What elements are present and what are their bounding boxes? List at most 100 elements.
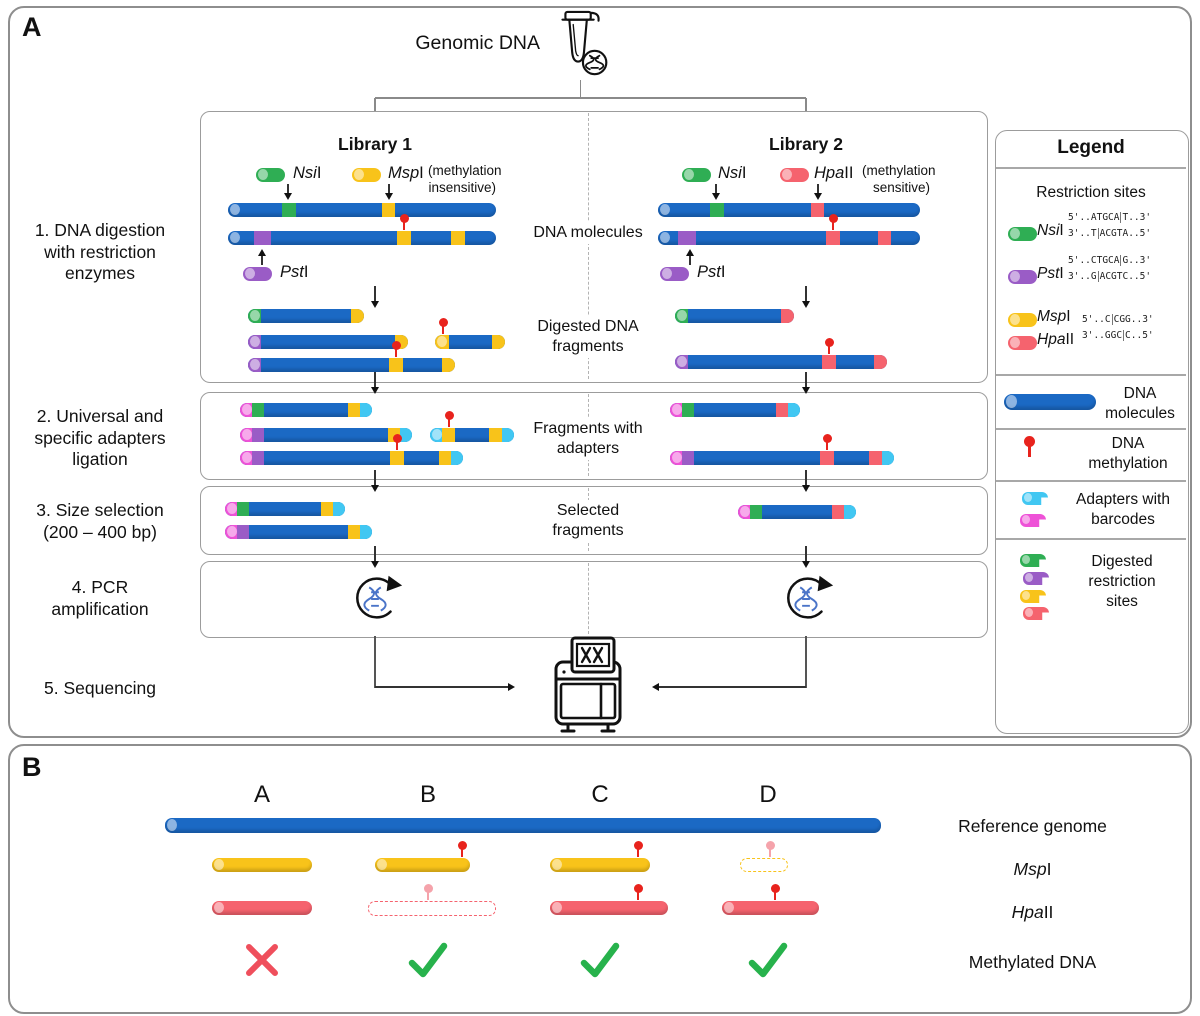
branch-horizontal-line <box>375 97 806 99</box>
hpall-note: (methylation sensitive) <box>862 163 936 195</box>
nsil-pill-lib2 <box>682 168 711 182</box>
methylated-dna-label: Methylated DNA <box>968 952 1097 972</box>
check-icon <box>578 938 622 982</box>
hpall-fragment-a <box>212 901 312 915</box>
step1-label: 1. DNA digestion with restriction enzyme… <box>34 220 166 283</box>
stage-label-digested: Digested DNA fragments <box>529 316 647 358</box>
library1-title: Library 1 <box>338 134 412 154</box>
flow-arrow <box>370 546 380 568</box>
dna-fragment <box>248 309 364 323</box>
divider-step4 <box>588 563 589 634</box>
dna-molecule <box>658 231 920 245</box>
library2-title: Library 2 <box>769 134 843 154</box>
hpall-label-lib2: HpaII <box>814 164 854 182</box>
legend-divider <box>996 167 1186 169</box>
stage-label-selected: Selected fragments <box>544 500 632 542</box>
panel-a-tag: A <box>22 12 42 42</box>
pcr-cycle-icon <box>345 568 405 630</box>
methylation-pin-icon <box>633 841 644 857</box>
genomic-dna-label: Genomic DNA <box>415 32 540 54</box>
adapter-fragment <box>430 428 514 442</box>
methylation-pin-icon <box>444 411 455 427</box>
legend-mspl-swatch <box>1008 313 1037 327</box>
methylation-pin-icon <box>391 341 402 357</box>
nsil-label-lib2: NsiI <box>718 164 747 182</box>
methylation-pin-icon <box>457 841 468 857</box>
flow-arrow <box>801 470 811 492</box>
legend-restriction-title: Restriction sites <box>1036 184 1146 201</box>
pcr-cycle-icon <box>776 568 836 630</box>
legend-digested-label: Digested restriction sites <box>1088 553 1156 610</box>
check-icon <box>746 938 790 982</box>
selected-fragment <box>225 502 345 516</box>
flow-arrow <box>801 372 811 394</box>
legend-dna-molecules-label: DNA molecules <box>1105 385 1175 422</box>
flow-arrow <box>370 372 380 394</box>
selected-fragment <box>738 505 856 519</box>
digestion-arrow-lib2 <box>801 286 811 308</box>
nsil-label-lib1: NsiI <box>293 164 322 182</box>
methylation-pin-icon <box>770 884 781 900</box>
legend-nsil-label: NsiI <box>1037 222 1064 239</box>
hpall-pill-lib2 <box>780 168 809 182</box>
legend-pstl-swatch <box>1008 270 1037 284</box>
mspl-fragment-d-absent <box>740 858 788 872</box>
cross-icon <box>240 938 284 982</box>
nsil-site-arrow-lib1 <box>283 184 293 200</box>
methylation-pin-icon-pale <box>423 884 434 900</box>
methylation-pin-icon <box>822 434 833 450</box>
hpall-fragment-b-absent <box>368 901 496 916</box>
mspl-row-label: MspI <box>1013 859 1052 879</box>
divider-step1 <box>588 113 589 379</box>
check-icon <box>406 938 450 982</box>
arrow-to-sequencer-left <box>375 682 515 692</box>
reference-genome-rod <box>165 818 881 833</box>
site-d-label: D <box>759 781 777 808</box>
arrow-to-sequencer-right <box>652 682 806 692</box>
dna-molecule <box>658 203 920 217</box>
pstl-label-lib1: PstI <box>280 263 309 281</box>
dna-fragment <box>675 309 794 323</box>
branch-stem-line <box>579 80 582 98</box>
hpall-site-arrow-lib2 <box>813 184 823 200</box>
site-c-label: C <box>591 781 609 808</box>
step3-label: 3. Size selection (200 – 400 bp) <box>36 500 164 542</box>
nsil-site-arrow-lib2 <box>711 184 721 200</box>
legend-dna-molecule <box>1004 394 1096 410</box>
mspl-site-arrow-lib1 <box>384 184 394 200</box>
sequencer-icon <box>544 636 632 736</box>
legend-nsil-swatch <box>1008 227 1037 241</box>
sequencing-connector <box>374 636 376 688</box>
pstl-site-arrow-lib2 <box>685 249 695 265</box>
legend-divider <box>996 374 1186 376</box>
adapter-fragment <box>670 451 894 465</box>
digestion-arrow-lib1 <box>370 286 380 308</box>
methylation-pin-icon <box>438 318 449 334</box>
mspl-fragment-a <box>212 858 312 872</box>
adapter-fragment <box>240 403 372 417</box>
legend-mspl-label: MspI <box>1037 308 1071 325</box>
mspl-pill-lib1 <box>352 168 381 182</box>
legend-title: Legend <box>1057 137 1125 158</box>
methylation-pin-icon <box>633 884 644 900</box>
adapter-fragment <box>240 451 463 465</box>
selected-fragment <box>225 525 372 539</box>
step2-label: 2. Universal and specific adapters ligat… <box>34 406 166 469</box>
legend-methylation-label: DNA methylation <box>1088 435 1168 472</box>
adapter-fragment <box>240 428 412 442</box>
methylation-pin-icon-pale <box>765 841 776 857</box>
pstl-pill-lib1 <box>243 267 272 281</box>
dna-fragment <box>435 335 505 349</box>
sequencing-connector <box>805 636 807 688</box>
methylation-pin-icon <box>828 214 839 230</box>
step5-label: 5. Sequencing <box>44 678 156 698</box>
genomic-dna-tube-icon <box>549 8 613 82</box>
adapter-fragment <box>670 403 800 417</box>
hpall-row-label: HpaII <box>1011 902 1054 922</box>
hpall-fragment-d <box>722 901 819 915</box>
dna-fragment <box>675 355 887 369</box>
legend-divider <box>996 480 1186 482</box>
site-b-label: B <box>419 781 436 808</box>
pstl-site-arrow-lib1 <box>257 249 267 265</box>
dna-fragment <box>248 335 408 349</box>
